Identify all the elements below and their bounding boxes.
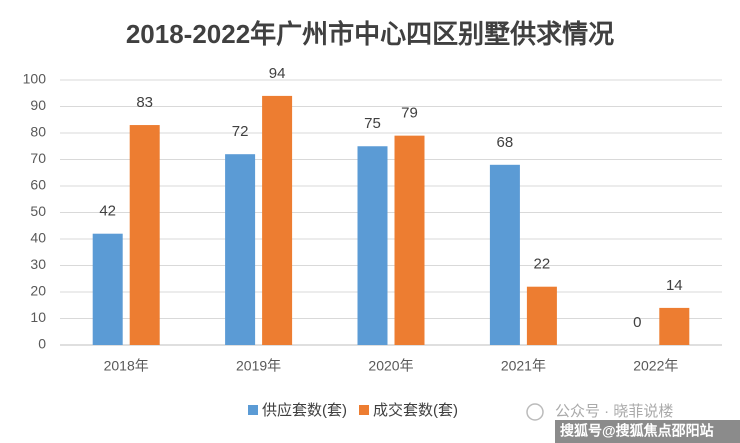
x-tick-label: 2020年 xyxy=(368,358,413,374)
y-tick-label: 0 xyxy=(38,336,46,352)
watermark-background xyxy=(555,420,740,443)
data-label: 22 xyxy=(534,256,551,273)
bar xyxy=(225,154,256,345)
legend-swatch xyxy=(359,405,369,415)
bar xyxy=(357,146,388,345)
y-tick-label: 60 xyxy=(30,177,46,193)
x-tick-label: 2018年 xyxy=(104,358,149,374)
x-tick-label: 2019年 xyxy=(236,358,281,374)
data-label: 75 xyxy=(364,115,381,132)
bar xyxy=(526,286,557,345)
bar xyxy=(262,95,293,346)
y-tick-label: 80 xyxy=(30,124,46,140)
data-label: 0 xyxy=(633,314,641,331)
y-tick-label: 90 xyxy=(30,97,46,113)
y-tick-label: 50 xyxy=(30,203,46,219)
chart-title: 2018-2022年广州市中心四区别墅供求情况 xyxy=(126,19,614,49)
y-tick-label: 10 xyxy=(30,309,46,325)
bar xyxy=(394,135,425,345)
data-label: 94 xyxy=(269,65,286,82)
data-label: 83 xyxy=(136,94,153,111)
bar xyxy=(129,125,160,345)
data-label: 72 xyxy=(232,123,249,140)
data-label: 68 xyxy=(497,134,514,151)
y-tick-label: 40 xyxy=(30,230,46,246)
legend-label: 成交套数(套) xyxy=(373,401,458,419)
watermark: 搜狐号@搜狐焦点邵阳站 xyxy=(560,423,714,439)
legend-label: 供应套数(套) xyxy=(262,401,347,419)
y-tick-label: 30 xyxy=(30,256,46,272)
data-label: 79 xyxy=(401,105,418,122)
y-tick-label: 100 xyxy=(23,71,47,87)
bar xyxy=(489,164,520,345)
legend-swatch xyxy=(248,405,258,415)
bar xyxy=(92,233,123,345)
bar xyxy=(659,307,690,345)
x-tick-label: 2022年 xyxy=(633,358,678,374)
y-tick-label: 70 xyxy=(30,150,46,166)
x-tick-label: 2021年 xyxy=(501,358,546,374)
data-label: 14 xyxy=(666,277,683,294)
data-label: 42 xyxy=(99,203,116,220)
watermark: 公众号 · 晓菲说楼 xyxy=(555,403,673,420)
wechat-icon xyxy=(526,403,544,421)
y-tick-label: 20 xyxy=(30,283,46,299)
